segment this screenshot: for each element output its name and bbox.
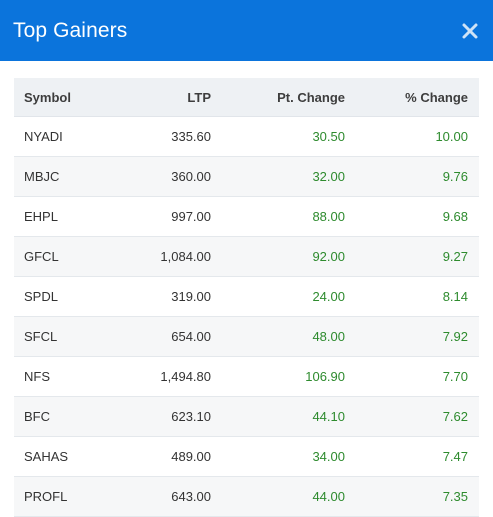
cell-symbol: EHPL xyxy=(24,209,58,224)
cell-pt-change: 44.10 xyxy=(312,409,345,424)
cell-symbol: GFCL xyxy=(24,249,59,264)
cell-symbol: SFCL xyxy=(24,329,58,344)
cell-pt-change: 32.00 xyxy=(312,169,345,184)
cell-pt-change: 92.00 xyxy=(312,249,345,264)
cell-pt-change: 106.90 xyxy=(305,369,345,384)
table-row[interactable]: SAHAS 489.00 34.00 7.47 xyxy=(14,437,479,477)
cell-pct-change: 8.14 xyxy=(442,289,468,304)
cell-pct-change: 9.68 xyxy=(442,209,468,224)
cell-symbol: NYADI xyxy=(24,129,63,144)
column-header-symbol[interactable]: Symbol xyxy=(24,89,71,105)
table-row[interactable]: MBJC 360.00 32.00 9.76 xyxy=(14,157,479,197)
cell-pt-change: 48.00 xyxy=(312,329,345,344)
table-row[interactable]: BFC 623.10 44.10 7.62 xyxy=(14,397,479,437)
cell-pct-change: 9.27 xyxy=(442,249,468,264)
cell-pt-change: 24.00 xyxy=(312,289,345,304)
cell-pct-change: 7.92 xyxy=(442,329,468,344)
table-row[interactable]: SFCL 654.00 48.00 7.92 xyxy=(14,317,479,357)
table-row[interactable]: EHPL 997.00 88.00 9.68 xyxy=(14,197,479,237)
cell-pt-change: 30.50 xyxy=(312,129,345,144)
cell-symbol: SAHAS xyxy=(24,449,69,464)
cell-ltp: 1,084.00 xyxy=(160,249,211,264)
cell-ltp: 997.00 xyxy=(171,209,211,224)
cell-ltp: 623.10 xyxy=(171,409,211,424)
cell-pct-change: 7.62 xyxy=(442,409,468,424)
cell-ltp: 335.60 xyxy=(171,129,211,144)
cell-ltp: 1,494.80 xyxy=(160,369,211,384)
column-header-ltp[interactable]: LTP xyxy=(187,89,211,105)
cell-pt-change: 44.00 xyxy=(312,489,345,504)
cell-ltp: 360.00 xyxy=(171,169,211,184)
cell-ltp: 654.00 xyxy=(171,329,211,344)
table-header-row: Symbol LTP Pt. Change % Change xyxy=(14,78,479,117)
cell-ltp: 319.00 xyxy=(171,289,211,304)
cell-symbol: PROFL xyxy=(24,489,68,504)
cell-ltp: 489.00 xyxy=(171,449,211,464)
cell-symbol: BFC xyxy=(24,409,50,424)
table-row[interactable]: NFS 1,494.80 106.90 7.70 xyxy=(14,357,479,397)
close-icon[interactable] xyxy=(461,22,479,40)
gainers-table: Symbol LTP Pt. Change % Change NYADI 335.… xyxy=(14,78,479,517)
modal-header: Top Gainers xyxy=(0,0,493,61)
cell-pt-change: 88.00 xyxy=(312,209,345,224)
cell-pct-change: 7.47 xyxy=(442,449,468,464)
table-row[interactable]: GFCL 1,084.00 92.00 9.27 xyxy=(14,237,479,277)
cell-symbol: NFS xyxy=(24,369,50,384)
cell-ltp: 643.00 xyxy=(171,489,211,504)
cell-pct-change: 7.70 xyxy=(442,369,468,384)
cell-pct-change: 7.35 xyxy=(442,489,468,504)
cell-pct-change: 10.00 xyxy=(435,129,468,144)
cell-pct-change: 9.76 xyxy=(442,169,468,184)
table-row[interactable]: PROFL 643.00 44.00 7.35 xyxy=(14,477,479,517)
cell-symbol: SPDL xyxy=(24,289,58,304)
cell-pt-change: 34.00 xyxy=(312,449,345,464)
table-row[interactable]: NYADI 335.60 30.50 10.00 xyxy=(14,117,479,157)
column-header-pt-change[interactable]: Pt. Change xyxy=(277,89,345,105)
modal-title: Top Gainers xyxy=(13,18,128,42)
column-header-pct-change[interactable]: % Change xyxy=(405,89,468,105)
table-row[interactable]: SPDL 319.00 24.00 8.14 xyxy=(14,277,479,317)
cell-symbol: MBJC xyxy=(24,169,60,184)
